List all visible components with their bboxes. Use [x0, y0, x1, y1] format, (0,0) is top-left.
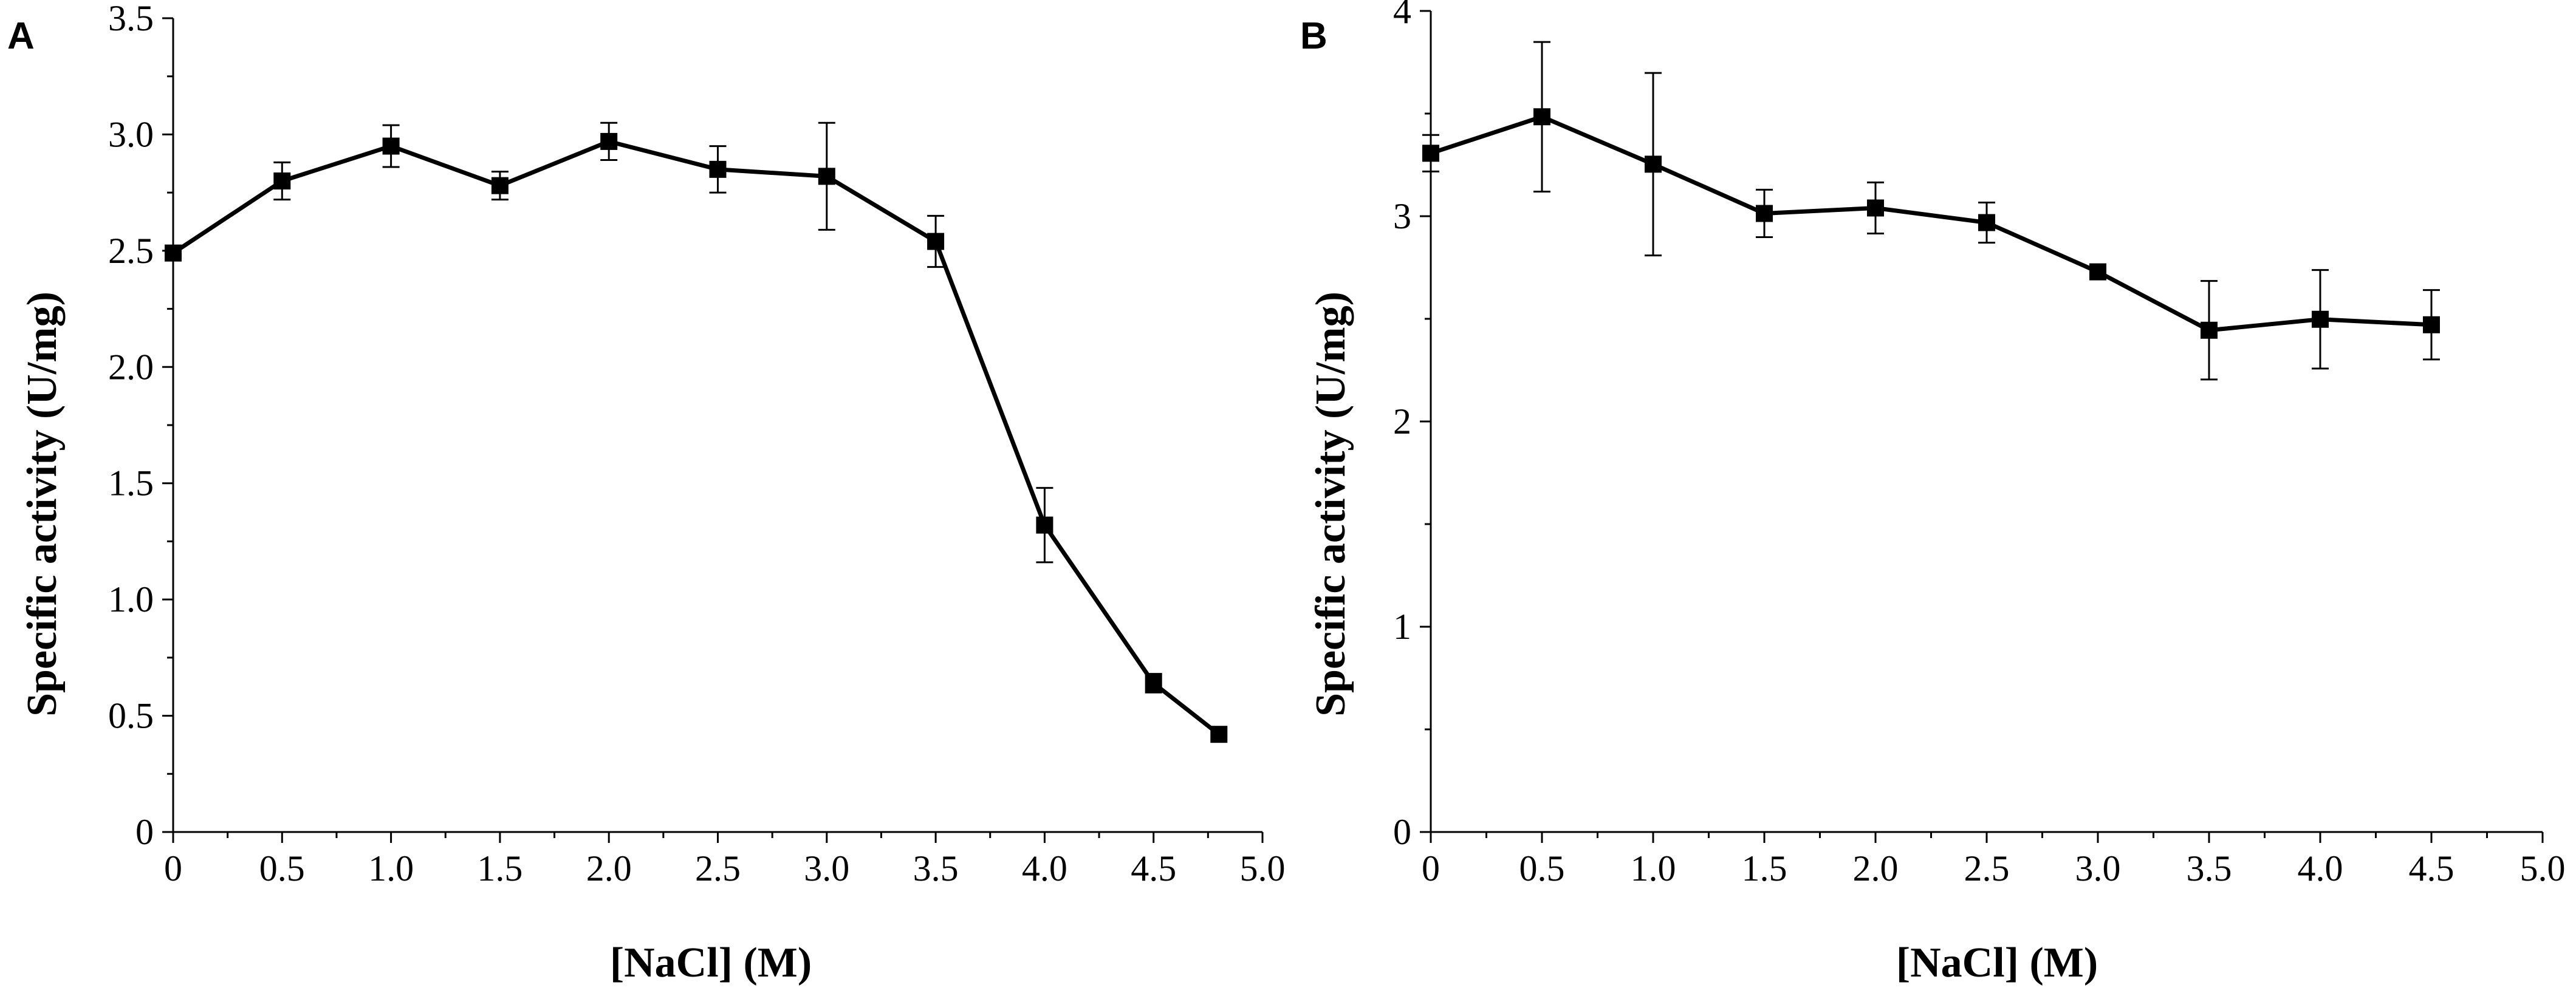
- y-axis-title-b: Specific activity (U/mg): [1307, 292, 1354, 717]
- data-point-marker: [2089, 263, 2106, 281]
- y-tick-label: 2: [1393, 401, 1411, 442]
- data-point-marker: [165, 244, 182, 262]
- y-tick-label: 1: [1393, 607, 1411, 647]
- panel-letter-a: A: [7, 15, 35, 57]
- y-tick-label: 0: [1393, 812, 1411, 852]
- y-tick-label: 0.5: [108, 696, 154, 736]
- x-tick-label: 0: [164, 848, 182, 888]
- data-point-marker: [600, 132, 618, 150]
- x-tick-label: 4.5: [2409, 848, 2454, 888]
- series-line: [1430, 114, 2432, 333]
- data-point-marker: [2201, 321, 2218, 339]
- panel-letter-b: B: [1300, 15, 1327, 57]
- data-point-marker: [273, 172, 291, 189]
- data-point-marker: [1645, 155, 1662, 173]
- x-tick-label: 4.0: [1022, 848, 1067, 888]
- data-point-marker: [2423, 316, 2440, 333]
- x-tick-label: 1.0: [368, 848, 414, 888]
- data-point-marker: [1756, 205, 1773, 222]
- y-tick-label: 2.5: [108, 231, 154, 271]
- data-point-marker: [491, 177, 509, 194]
- data-point-marker: [709, 160, 727, 178]
- data-point-marker: [1210, 726, 1228, 743]
- y-tick-label: 1.0: [108, 579, 154, 619]
- axes-a: 0 0.5 1.0 1.5 2.0 2.5 3.0 3.5 4.0 4.5 5.0 0 0.5 1.0 1.…: [108, 0, 1286, 888]
- x-tick-label: 2.0: [586, 848, 632, 888]
- data-point-marker: [1978, 214, 1995, 231]
- panel-a: A 0 0.5 1.0 1.5 2.0 2.5 3.0 3.5 4.0 4.5 5.0 0 0.5 1.0…: [7, 0, 1286, 986]
- y-tick-label: 1.5: [108, 463, 154, 503]
- data-point-marker: [1036, 516, 1053, 534]
- x-tick-label: 1.5: [477, 848, 522, 888]
- data-point-marker: [2312, 310, 2329, 328]
- data-point-marker: [818, 168, 835, 185]
- x-tick-label: 3.5: [913, 848, 959, 888]
- plot-area-b: [1422, 41, 2440, 381]
- data-point-marker: [1533, 108, 1550, 126]
- data-point-marker: [1422, 145, 1439, 162]
- axes-b: 0 0.5 1.0 1.5 2.0 2.5 3.0 3.5 4.0 4.5 5.0 0 1 2 3 4: [1393, 0, 2566, 888]
- data-point-marker: [1145, 674, 1162, 692]
- plot-area-a: [165, 121, 1228, 743]
- data-point-marker: [927, 233, 945, 250]
- x-tick-label: 1.5: [1742, 848, 1787, 888]
- y-tick-label: 3.0: [108, 114, 154, 154]
- x-tick-label: 3.0: [804, 848, 849, 888]
- y-tick-label: 3.5: [108, 0, 154, 38]
- x-tick-label: 2.5: [1964, 848, 2010, 888]
- data-point-marker: [1867, 199, 1884, 217]
- x-tick-label: 2.5: [695, 848, 741, 888]
- x-tick-label: 0.5: [259, 848, 305, 888]
- x-tick-label: 3.5: [2187, 848, 2232, 888]
- x-axis-title-a: [NaCl] (M): [610, 939, 812, 986]
- x-tick-label: 3.0: [2075, 848, 2121, 888]
- y-tick-label: 4: [1393, 0, 1411, 31]
- series-line: [172, 139, 1221, 736]
- x-tick-label: 4.0: [2298, 848, 2343, 888]
- x-tick-label: 5.0: [2520, 848, 2566, 888]
- panel-b: B 0 0.5 1.0 1.5 2.0 2.5 3.0 3.5 4.0 4.5 5.0 0 1 2 3 4 […: [1300, 0, 2566, 986]
- y-axis-title-a: Specific activity (U/mg): [19, 292, 66, 717]
- y-tick-label: 2.0: [108, 347, 154, 387]
- data-point-marker: [382, 137, 400, 155]
- x-tick-label: 1.0: [1631, 848, 1676, 888]
- y-tick-label: 0: [135, 812, 154, 852]
- x-tick-label: 4.5: [1131, 848, 1176, 888]
- x-tick-label: 5.0: [1240, 848, 1286, 888]
- x-tick-label: 0: [1422, 848, 1440, 888]
- y-tick-label: 3: [1393, 196, 1411, 236]
- x-tick-label: 2.0: [1853, 848, 1899, 888]
- x-axis-title-b: [NaCl] (M): [1896, 939, 2098, 986]
- x-tick-label: 0.5: [1519, 848, 1565, 888]
